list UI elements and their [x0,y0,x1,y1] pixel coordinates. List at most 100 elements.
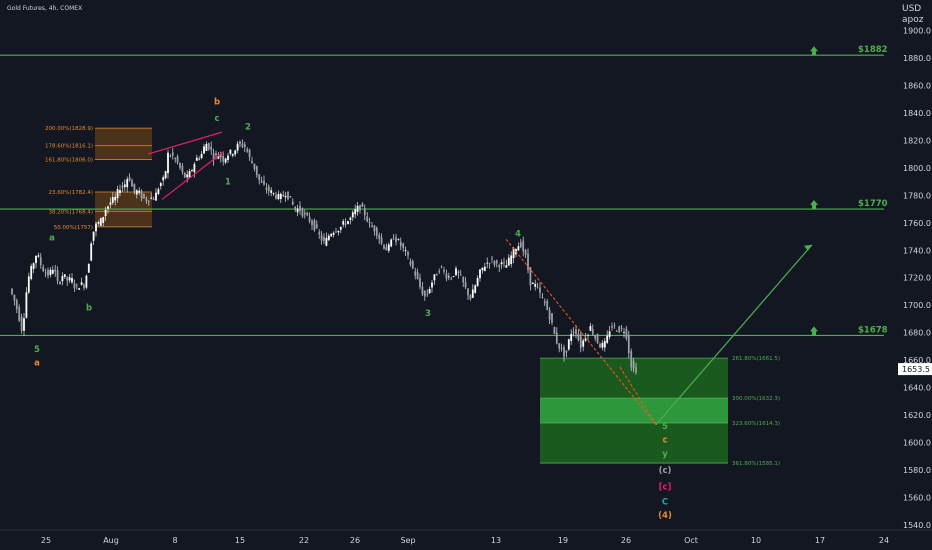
candle-body [577,333,580,340]
x-tick-label: 15 [235,536,245,545]
candle-body [378,235,381,240]
candle-body [534,283,537,287]
candle-body [289,196,292,198]
candle-body [224,158,227,163]
candle-body [83,284,85,288]
fib-upper-label: 161.80%(1806.0) [45,158,93,164]
x-tick-label: Sep [400,536,415,545]
candle-body [387,244,390,251]
candle-body [632,360,635,369]
wave-label: [c] [659,482,672,492]
y-tick-label: 1680.0 [903,329,931,338]
x-tick-label: Oct [684,536,698,545]
candle-body [615,330,618,332]
candle-body [183,172,186,178]
candle-body [248,149,251,157]
candle-body [102,216,105,223]
candle-body [294,206,297,210]
candle-body [203,146,205,154]
candle-body [63,274,66,277]
candle-body [174,158,177,159]
candle-body [476,278,479,286]
candle-body [524,250,527,255]
candle-body [159,183,162,187]
candle-body [56,270,59,281]
candle-body [397,239,400,240]
candle-body [265,187,268,190]
candle-body [483,266,486,271]
y-tick-label: 1600.0 [903,439,931,448]
candle-body [383,244,385,249]
candle-body [39,257,42,266]
y-tick-label: 1700.0 [903,301,931,310]
candle-body [452,276,455,277]
candle-body [306,212,309,216]
candle-body [399,241,402,246]
y-tick-label: 1540.0 [903,521,931,530]
candle-body [635,367,637,373]
candle-body [409,261,412,265]
candle-body [51,269,54,274]
candle-body [258,174,261,181]
chart-header: Gold Futures, 4h, COMEX [7,5,82,12]
candle-body [546,300,549,310]
candle-body [152,198,155,200]
candle-body [131,180,133,187]
candle-body [239,142,241,144]
y-tick-label: 1580.0 [903,466,931,475]
candle-body [126,179,129,188]
wave-label: b [86,304,92,314]
y-tick-label: 1620.0 [903,411,931,420]
candle-body [87,264,90,273]
candle-body [500,262,503,265]
candle-body [47,269,49,276]
candle-body [303,212,306,215]
candle-body [582,340,585,347]
fib-lower-label: 261.80%(1661.5) [732,356,780,362]
candle-body [229,149,232,154]
currency-label: USD [902,4,922,14]
x-tick-label: 17 [815,536,825,545]
fib-upper-zone-top [95,128,152,160]
candle-body [73,283,76,289]
candle-body [296,208,299,213]
candle-body [385,246,388,251]
candle-body [481,267,484,271]
candle-body [351,212,354,218]
candle-body [299,205,301,211]
candle-body [541,297,544,299]
x-tick-label: 8 [172,536,177,545]
candle-body [123,184,126,188]
candle-body [66,276,69,281]
candle-body [543,301,546,304]
candle-body [455,268,457,276]
wave-label: c [214,114,219,124]
candle-body [215,153,217,155]
candle-body [30,266,33,280]
candle-body [54,269,57,272]
candle-body [495,260,498,264]
x-tick-label: 25 [41,536,51,545]
candle-body [411,261,414,269]
candle-body [318,232,321,235]
candle-body [474,285,477,293]
candle-body [164,171,167,179]
candle-body [611,326,613,328]
current-price-tag [898,363,932,376]
candle-body [282,195,285,197]
wave-label: y [662,449,668,459]
candle-body [217,155,220,159]
candle-body [236,143,239,151]
candle-body [207,143,210,150]
y-tick-label: 1820.0 [903,136,931,145]
y-tick-label: 1760.0 [903,219,931,228]
candle-body [109,202,112,205]
candle-body [119,189,121,193]
candle-body [85,275,88,288]
fib-lower-label: 323.60%(1614.3) [732,421,780,427]
candle-body [589,326,592,331]
candle-body [414,271,417,276]
candle-body [227,155,229,160]
